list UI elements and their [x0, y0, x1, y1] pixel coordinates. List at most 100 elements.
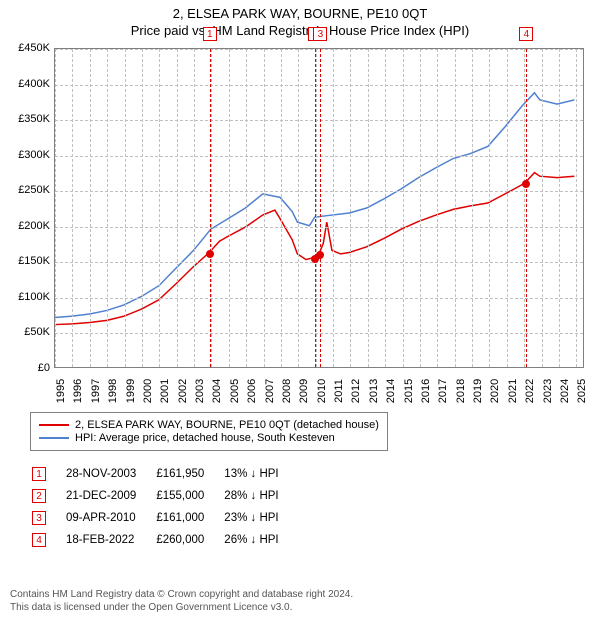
- sale-date: 21-DEC-2009: [66, 486, 154, 506]
- y-axis-label: £50K: [0, 326, 50, 338]
- sale-number-icon: 2: [32, 489, 46, 503]
- line-series-svg: [55, 49, 583, 367]
- footer-attribution: Contains HM Land Registry data © Crown c…: [10, 588, 353, 614]
- gridline-v: [90, 49, 91, 367]
- x-axis-label: 2012: [350, 379, 362, 403]
- x-axis-label: 2014: [385, 379, 397, 403]
- sale-price: £155,000: [156, 486, 222, 506]
- footer-line-2: This data is licensed under the Open Gov…: [10, 601, 353, 614]
- sale-number-icon: 3: [32, 511, 46, 525]
- table-row: 418-FEB-2022£260,00026% ↓ HPI: [32, 530, 297, 550]
- sale-event-marker: [522, 180, 530, 188]
- x-axis-label: 2018: [455, 379, 467, 403]
- gridline-v: [159, 49, 160, 367]
- x-axis-label: 2021: [507, 379, 519, 403]
- y-axis-label: £100K: [0, 291, 50, 303]
- gridline-h: [55, 49, 583, 50]
- y-axis-label: £300K: [0, 149, 50, 161]
- x-axis-label: 2009: [298, 379, 310, 403]
- x-axis-label: 1996: [72, 379, 84, 403]
- gridline-v: [437, 49, 438, 367]
- x-axis-label: 2022: [524, 379, 536, 403]
- x-axis-label: 1997: [90, 379, 102, 403]
- legend-item: HPI: Average price, detached house, Sout…: [39, 432, 379, 444]
- legend-label: HPI: Average price, detached house, Sout…: [75, 432, 335, 444]
- gridline-v: [576, 49, 577, 367]
- sale-event-number: 4: [519, 27, 533, 41]
- sale-price: £260,000: [156, 530, 222, 550]
- chart-subtitle: Price paid vs. HM Land Registry's House …: [0, 21, 600, 38]
- y-axis-label: £400K: [0, 78, 50, 90]
- sale-price: £161,950: [156, 464, 222, 484]
- y-axis-label: £350K: [0, 113, 50, 125]
- sale-diff: 28% ↓ HPI: [224, 486, 296, 506]
- chart-container: 2, ELSEA PARK WAY, BOURNE, PE10 0QT Pric…: [0, 0, 600, 620]
- gridline-v: [107, 49, 108, 367]
- gridline-v: [472, 49, 473, 367]
- gridline-h: [55, 120, 583, 121]
- gridline-v: [72, 49, 73, 367]
- x-axis-label: 2013: [368, 379, 380, 403]
- legend-swatch: [39, 424, 69, 426]
- y-axis-label: £450K: [0, 42, 50, 54]
- x-axis-label: 2019: [472, 379, 484, 403]
- legend-swatch: [39, 437, 69, 439]
- x-axis-label: 1999: [125, 379, 137, 403]
- gridline-v: [385, 49, 386, 367]
- sale-date: 28-NOV-2003: [66, 464, 154, 484]
- plot-area: 1995199619971998199920002001200220032004…: [54, 48, 584, 368]
- x-axis-label: 2003: [194, 379, 206, 403]
- sale-num-cell: 2: [32, 486, 64, 506]
- gridline-v: [298, 49, 299, 367]
- sale-diff: 23% ↓ HPI: [224, 508, 296, 528]
- sale-event-marker: [316, 251, 324, 259]
- sale-event-line: [315, 49, 316, 367]
- gridline-h: [55, 298, 583, 299]
- gridline-v: [55, 49, 56, 367]
- gridline-h: [55, 262, 583, 263]
- gridline-v: [229, 49, 230, 367]
- footer-line-1: Contains HM Land Registry data © Crown c…: [10, 588, 353, 601]
- x-axis-label: 2010: [316, 379, 328, 403]
- x-axis-label: 2020: [489, 379, 501, 403]
- sale-num-cell: 1: [32, 464, 64, 484]
- gridline-v: [455, 49, 456, 367]
- y-axis-label: £150K: [0, 255, 50, 267]
- table-row: 2 21-DEC-2009£155,00028% ↓ HPI: [32, 486, 297, 506]
- sale-event-line: [210, 49, 211, 367]
- sale-diff: 26% ↓ HPI: [224, 530, 296, 550]
- gridline-v: [264, 49, 265, 367]
- table-row: 309-APR-2010£161,00023% ↓ HPI: [32, 508, 297, 528]
- sale-event-marker: [206, 250, 214, 258]
- legend-label: 2, ELSEA PARK WAY, BOURNE, PE10 0QT (det…: [75, 419, 379, 431]
- gridline-h: [55, 85, 583, 86]
- gridline-v: [559, 49, 560, 367]
- x-axis-label: 2015: [403, 379, 415, 403]
- x-axis-label: 2023: [542, 379, 554, 403]
- x-axis-label: 2008: [281, 379, 293, 403]
- sale-diff: 13% ↓ HPI: [224, 464, 296, 484]
- x-axis-label: 2004: [211, 379, 223, 403]
- sale-number-icon: 1: [32, 467, 46, 481]
- sale-event-line: [526, 49, 527, 367]
- x-axis-label: 2006: [246, 379, 258, 403]
- gridline-v: [333, 49, 334, 367]
- gridline-v: [125, 49, 126, 367]
- gridline-v: [194, 49, 195, 367]
- gridline-v: [281, 49, 282, 367]
- sale-event-line: [320, 49, 321, 367]
- x-axis-label: 2001: [159, 379, 171, 403]
- gridline-v: [142, 49, 143, 367]
- gridline-v: [489, 49, 490, 367]
- sale-event-number: 1: [203, 27, 217, 41]
- sale-num-cell: 4: [32, 530, 64, 550]
- gridline-v: [542, 49, 543, 367]
- legend-box: 2, ELSEA PARK WAY, BOURNE, PE10 0QT (det…: [30, 412, 388, 451]
- x-axis-label: 2000: [142, 379, 154, 403]
- gridline-v: [368, 49, 369, 367]
- x-axis-label: 2005: [229, 379, 241, 403]
- gridline-h: [55, 333, 583, 334]
- chart-title: 2, ELSEA PARK WAY, BOURNE, PE10 0QT: [0, 0, 600, 21]
- gridline-v: [420, 49, 421, 367]
- gridline-v: [246, 49, 247, 367]
